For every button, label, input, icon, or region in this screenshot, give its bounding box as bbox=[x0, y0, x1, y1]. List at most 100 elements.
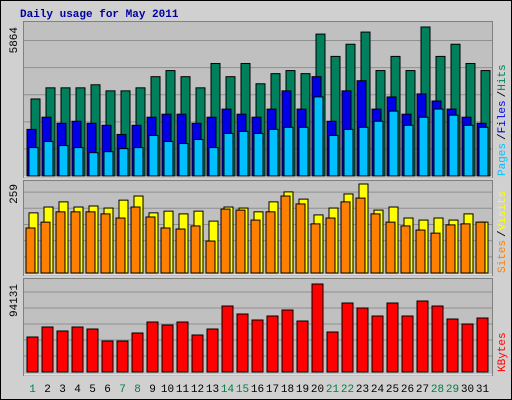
legend-entry: Sites bbox=[497, 240, 509, 273]
x-tick-label: 27 bbox=[416, 384, 429, 396]
bar bbox=[58, 145, 69, 177]
bar bbox=[251, 319, 264, 373]
bar bbox=[295, 203, 306, 274]
bar bbox=[460, 223, 471, 274]
x-tick-label: 17 bbox=[266, 384, 279, 396]
bar bbox=[341, 302, 354, 373]
bar bbox=[298, 126, 309, 177]
legend-entry: Files bbox=[497, 100, 509, 133]
bar bbox=[41, 326, 54, 373]
x-tick-label: 23 bbox=[356, 384, 369, 396]
bar bbox=[326, 331, 339, 373]
bar bbox=[250, 219, 261, 274]
bar bbox=[70, 211, 81, 274]
bar bbox=[85, 211, 96, 274]
bar bbox=[388, 110, 399, 177]
x-tick-label: 4 bbox=[74, 384, 81, 396]
bar bbox=[208, 147, 219, 177]
bar bbox=[268, 128, 279, 177]
legend-separator: / bbox=[497, 91, 509, 98]
bar bbox=[73, 147, 84, 177]
y-tick-label: 5864 bbox=[9, 27, 21, 54]
x-tick-label: 13 bbox=[206, 384, 219, 396]
bar bbox=[238, 130, 249, 177]
bar bbox=[175, 228, 186, 274]
x-tick-label: 12 bbox=[191, 384, 204, 396]
x-tick-label: 29 bbox=[446, 384, 459, 396]
bar bbox=[103, 151, 114, 177]
bar bbox=[311, 283, 324, 373]
bar bbox=[86, 328, 99, 373]
bar bbox=[190, 225, 201, 274]
legend: Pages/Files/Hits bbox=[497, 64, 509, 176]
x-tick-label: 8 bbox=[134, 384, 141, 396]
bar bbox=[100, 213, 111, 274]
bar bbox=[223, 132, 234, 177]
legend: Sites /Visits bbox=[497, 191, 509, 273]
bar bbox=[28, 147, 39, 177]
bar bbox=[130, 206, 141, 274]
bar bbox=[116, 340, 129, 373]
bar bbox=[131, 332, 144, 373]
x-tick-label: 11 bbox=[176, 384, 190, 396]
x-tick-label: 21 bbox=[326, 384, 340, 396]
bar bbox=[206, 328, 219, 373]
bar bbox=[191, 334, 204, 373]
x-tick-label: 28 bbox=[431, 384, 444, 396]
bar bbox=[266, 315, 279, 373]
x-tick-label: 5 bbox=[89, 384, 96, 396]
bar bbox=[220, 208, 231, 274]
x-tick-label: 30 bbox=[461, 384, 474, 396]
bar bbox=[235, 209, 246, 274]
bar bbox=[461, 323, 474, 373]
legend-entry: Hits bbox=[497, 64, 509, 90]
bar bbox=[340, 201, 351, 274]
legend-separator: / bbox=[497, 230, 509, 237]
bar bbox=[160, 227, 171, 274]
bar bbox=[148, 134, 159, 177]
x-tick-label: 22 bbox=[341, 384, 354, 396]
bar bbox=[133, 147, 144, 177]
bar bbox=[178, 143, 189, 177]
bar bbox=[101, 340, 114, 373]
bar bbox=[146, 321, 159, 373]
bar bbox=[281, 309, 294, 373]
bar bbox=[115, 217, 126, 274]
bar bbox=[283, 126, 294, 177]
chart-title: Daily usage for May 2011 bbox=[20, 9, 179, 21]
bar bbox=[176, 321, 189, 373]
x-tick-label: 6 bbox=[104, 384, 111, 396]
x-tick-label: 7 bbox=[119, 384, 126, 396]
x-tick-label: 2 bbox=[44, 384, 51, 396]
bar bbox=[40, 221, 51, 274]
legend-entry: Visits bbox=[497, 191, 509, 231]
bar bbox=[296, 320, 309, 373]
bar bbox=[475, 221, 486, 274]
x-tick-label: 20 bbox=[311, 384, 324, 396]
bar bbox=[445, 224, 456, 274]
legend-entry: Pages bbox=[497, 143, 509, 176]
legend-separator: / bbox=[497, 133, 509, 140]
x-tick-label: 14 bbox=[221, 384, 235, 396]
bar bbox=[343, 128, 354, 177]
legend: KBytes bbox=[497, 332, 509, 372]
bar bbox=[356, 307, 369, 373]
bar bbox=[400, 225, 411, 274]
bar bbox=[236, 313, 249, 373]
bar bbox=[370, 213, 381, 274]
bar bbox=[403, 124, 414, 177]
bar bbox=[478, 126, 489, 177]
bar bbox=[325, 217, 336, 274]
bar bbox=[446, 318, 459, 373]
x-tick-label: 10 bbox=[161, 384, 174, 396]
x-tick-label: 31 bbox=[476, 384, 490, 396]
legend-entry: KBytes bbox=[497, 332, 509, 372]
x-tick-label: 9 bbox=[149, 384, 156, 396]
bar bbox=[463, 124, 474, 177]
bar bbox=[118, 148, 129, 177]
bar bbox=[163, 141, 174, 177]
bar bbox=[448, 114, 459, 177]
bar bbox=[43, 141, 54, 177]
x-tick-label: 26 bbox=[401, 384, 414, 396]
